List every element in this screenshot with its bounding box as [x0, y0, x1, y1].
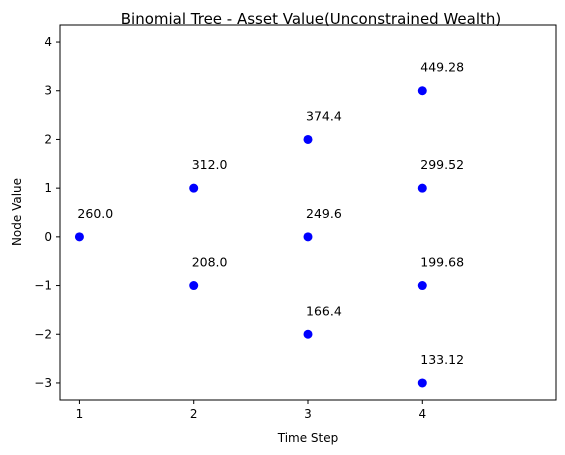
- data-label: 166.4: [306, 303, 342, 318]
- data-label: 312.0: [192, 157, 228, 172]
- x-tick-label: 1: [76, 407, 84, 421]
- data-point: [303, 329, 313, 339]
- x-tick-label: 2: [190, 407, 198, 421]
- data-point: [189, 183, 199, 193]
- data-label: 260.0: [77, 206, 113, 221]
- data-point: [189, 281, 199, 291]
- data-label: 299.52: [420, 157, 464, 172]
- data-label: 374.4: [306, 108, 342, 123]
- data-label: 449.28: [420, 60, 464, 75]
- chart-title: Binomial Tree - Asset Value(Unconstraine…: [121, 10, 502, 28]
- x-tick-label: 4: [418, 407, 426, 421]
- data-point: [303, 232, 313, 242]
- data-label: 199.68: [420, 255, 464, 270]
- ticks: 1 2 3 4 4 3 2 1 0 −1 −2 −3: [34, 35, 426, 421]
- y-tick-label: 2: [44, 132, 52, 146]
- data-point: [417, 378, 427, 388]
- data-label: 249.6: [306, 206, 342, 221]
- y-tick-label: −1: [34, 279, 52, 293]
- y-tick-label: −3: [34, 376, 52, 390]
- data-point: [303, 134, 313, 144]
- data-point: [74, 232, 84, 242]
- x-axis-label: Time Step: [277, 431, 339, 445]
- data-point: [417, 183, 427, 193]
- y-tick-label: 0: [44, 230, 52, 244]
- data-point: [417, 86, 427, 96]
- y-tick-label: −2: [34, 327, 52, 341]
- data-point: [417, 281, 427, 291]
- data-points: 260.0 312.0 208.0 374.4 249.6 166.4 449.28 299.…: [74, 60, 464, 388]
- y-tick-label: 1: [44, 181, 52, 195]
- data-label: 133.12: [420, 352, 464, 367]
- y-tick-label: 3: [44, 84, 52, 98]
- y-axis-label: Node Value: [10, 178, 24, 246]
- data-label: 208.0: [192, 255, 228, 270]
- x-tick-label: 3: [304, 407, 312, 421]
- y-tick-label: 4: [44, 35, 52, 49]
- plot-frame: [59, 24, 557, 401]
